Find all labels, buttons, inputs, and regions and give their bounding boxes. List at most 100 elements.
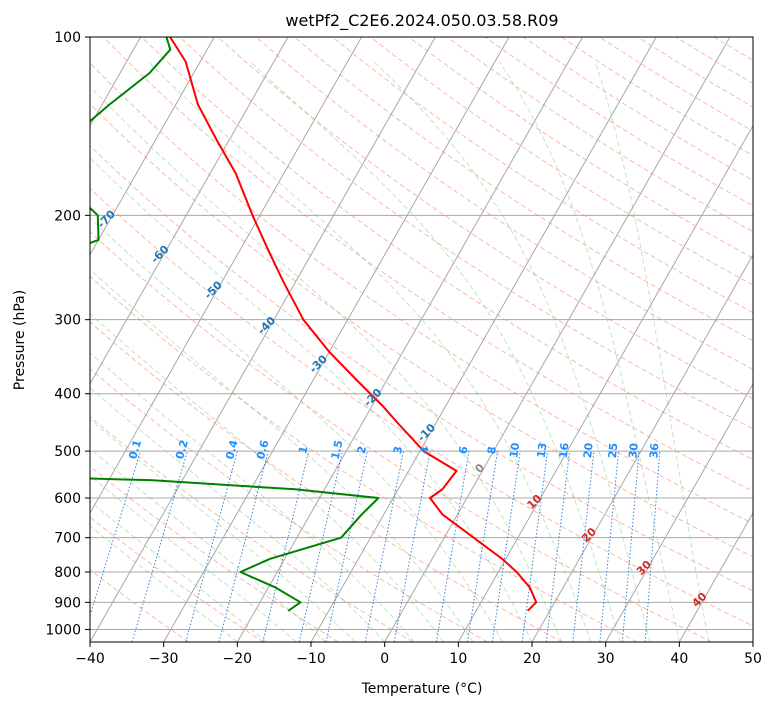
data-lines: [90, 37, 538, 612]
mixing-ratio-label: 1.5: [329, 439, 346, 461]
isotherm: [163, 37, 510, 642]
mixing-ratio-label: 0.4: [223, 438, 241, 461]
mixing-ratio-label: 0.2: [173, 438, 191, 460]
x-tick-label: 40: [670, 651, 688, 667]
moist-adiabat: [90, 500, 268, 642]
isotherm: [678, 511, 753, 642]
dry-adiabat: [408, 37, 753, 259]
x-tick-label: −40: [75, 651, 105, 667]
background-lines: [0, 37, 753, 642]
mixing-ratio-label: 2: [355, 445, 369, 455]
y-tick-label: 200: [54, 208, 81, 224]
mixing-ratio-line: [644, 451, 661, 642]
mixing-ratio-label: 6: [456, 445, 470, 455]
mixing-ratio-label: 0.6: [254, 438, 272, 460]
isotherm: [0, 37, 67, 642]
y-tick-label: 100: [54, 30, 81, 46]
y-tick-label: 500: [54, 444, 81, 460]
dry-adiabat: [637, 37, 753, 108]
isotherm: [310, 37, 657, 642]
isotherm: [384, 37, 731, 642]
mixing-ratio-line: [298, 450, 343, 642]
dry-adiabat: [255, 37, 753, 370]
x-tick-label: −20: [223, 651, 253, 667]
isotherm: [236, 37, 584, 642]
mixing-ratio-label: 10: [507, 441, 522, 458]
moist-adiabat: [90, 217, 503, 642]
y-axis: 100 200 300 400 500 600 700 800 900 1000: [45, 30, 90, 638]
y-tick-label: 300: [54, 313, 81, 329]
mixing-ratio-line: [521, 451, 549, 642]
dry-adiabat: [90, 275, 638, 642]
moist-adiabat: [90, 447, 327, 642]
y-tick-label: 900: [54, 595, 81, 611]
mixing-ratio-line: [545, 451, 571, 642]
dry-adiabat: [217, 37, 753, 400]
mixing-ratio-label: 36: [647, 442, 661, 459]
isotherm: [531, 253, 753, 642]
mixing-ratio-label: 4: [418, 445, 432, 455]
isotherm: [90, 37, 215, 256]
dry-adiabat: [713, 37, 753, 61]
isotherm-label: -80: [40, 174, 63, 197]
mixing-ratio-label: 30: [626, 442, 640, 459]
y-tick-label: 400: [54, 387, 81, 403]
moist-adiabat: [90, 525, 238, 642]
dry-adiabat: [90, 103, 753, 558]
moist-adiabat: [373, 61, 651, 642]
x-tick-label: 50: [744, 651, 762, 667]
x-tick-label: −10: [296, 651, 326, 667]
x-tick-label: 30: [597, 651, 615, 667]
dry-adiabat: [90, 416, 414, 642]
dry-adiabat: [370, 37, 753, 286]
dry-adiabat: [90, 62, 753, 525]
dry-adiabat: [675, 37, 753, 85]
mixing-ratio-label: 16: [557, 442, 572, 459]
isotherm: [605, 382, 753, 642]
mixing-ratio-line: [325, 450, 368, 642]
dry-adiabat: [90, 231, 712, 642]
mixing-ratio-line: [467, 451, 498, 642]
x-axis-label: Temperature (°C): [361, 681, 483, 697]
dry-adiabat: [90, 465, 339, 642]
dry-adiabat: [103, 37, 753, 492]
moist-adiabat: [90, 268, 474, 642]
mixing-ratio-label: 13: [535, 442, 550, 459]
dry-adiabat: [90, 187, 753, 627]
isotherm: [90, 37, 363, 514]
temperature-line: [169, 37, 538, 612]
moist-adiabat: [594, 61, 710, 642]
mixing-ratio-label: 25: [606, 442, 620, 459]
isotherm: [457, 124, 753, 642]
dry-adiabat: [90, 516, 264, 642]
mixing-ratio-labels: 0.1 0.2 0.4 0.6 1 1.5 2 3 4 6 8 10 13 16 20 25 30 36: [126, 438, 661, 461]
mixing-ratio-label: 20: [581, 442, 596, 459]
isotherm: [90, 37, 289, 385]
dry-adiabat: [90, 144, 753, 592]
isotherm-label: 20: [579, 525, 599, 545]
mixing-ratio-line: [491, 451, 521, 642]
mixing-ratio-line: [621, 451, 640, 642]
dry-adiabat: [141, 37, 753, 461]
dry-adiabat: [332, 37, 753, 314]
x-tick-label: 0: [380, 651, 389, 667]
moist-adiabat: [249, 61, 621, 642]
mixing-ratio-line: [393, 451, 431, 642]
moist-adiabat: [90, 475, 297, 642]
mixing-ratio-label: 8: [485, 445, 499, 455]
y-tick-label: 1000: [45, 622, 81, 638]
dry-adiabat: [90, 569, 190, 642]
dewpoint-line: [90, 37, 380, 612]
dry-adiabat: [293, 37, 753, 342]
mixing-ratio-label: 0.1: [126, 438, 144, 460]
isotherm-label: 0: [473, 461, 488, 476]
mixing-ratio-line: [131, 450, 188, 642]
dry-adiabat: [90, 368, 488, 642]
dry-adiabat: [446, 37, 753, 233]
moist-adiabat: [90, 85, 562, 642]
dry-adiabat: [90, 321, 563, 642]
isotherm: [752, 640, 753, 642]
x-tick-label: 10: [449, 651, 467, 667]
x-tick-label: −30: [149, 651, 179, 667]
